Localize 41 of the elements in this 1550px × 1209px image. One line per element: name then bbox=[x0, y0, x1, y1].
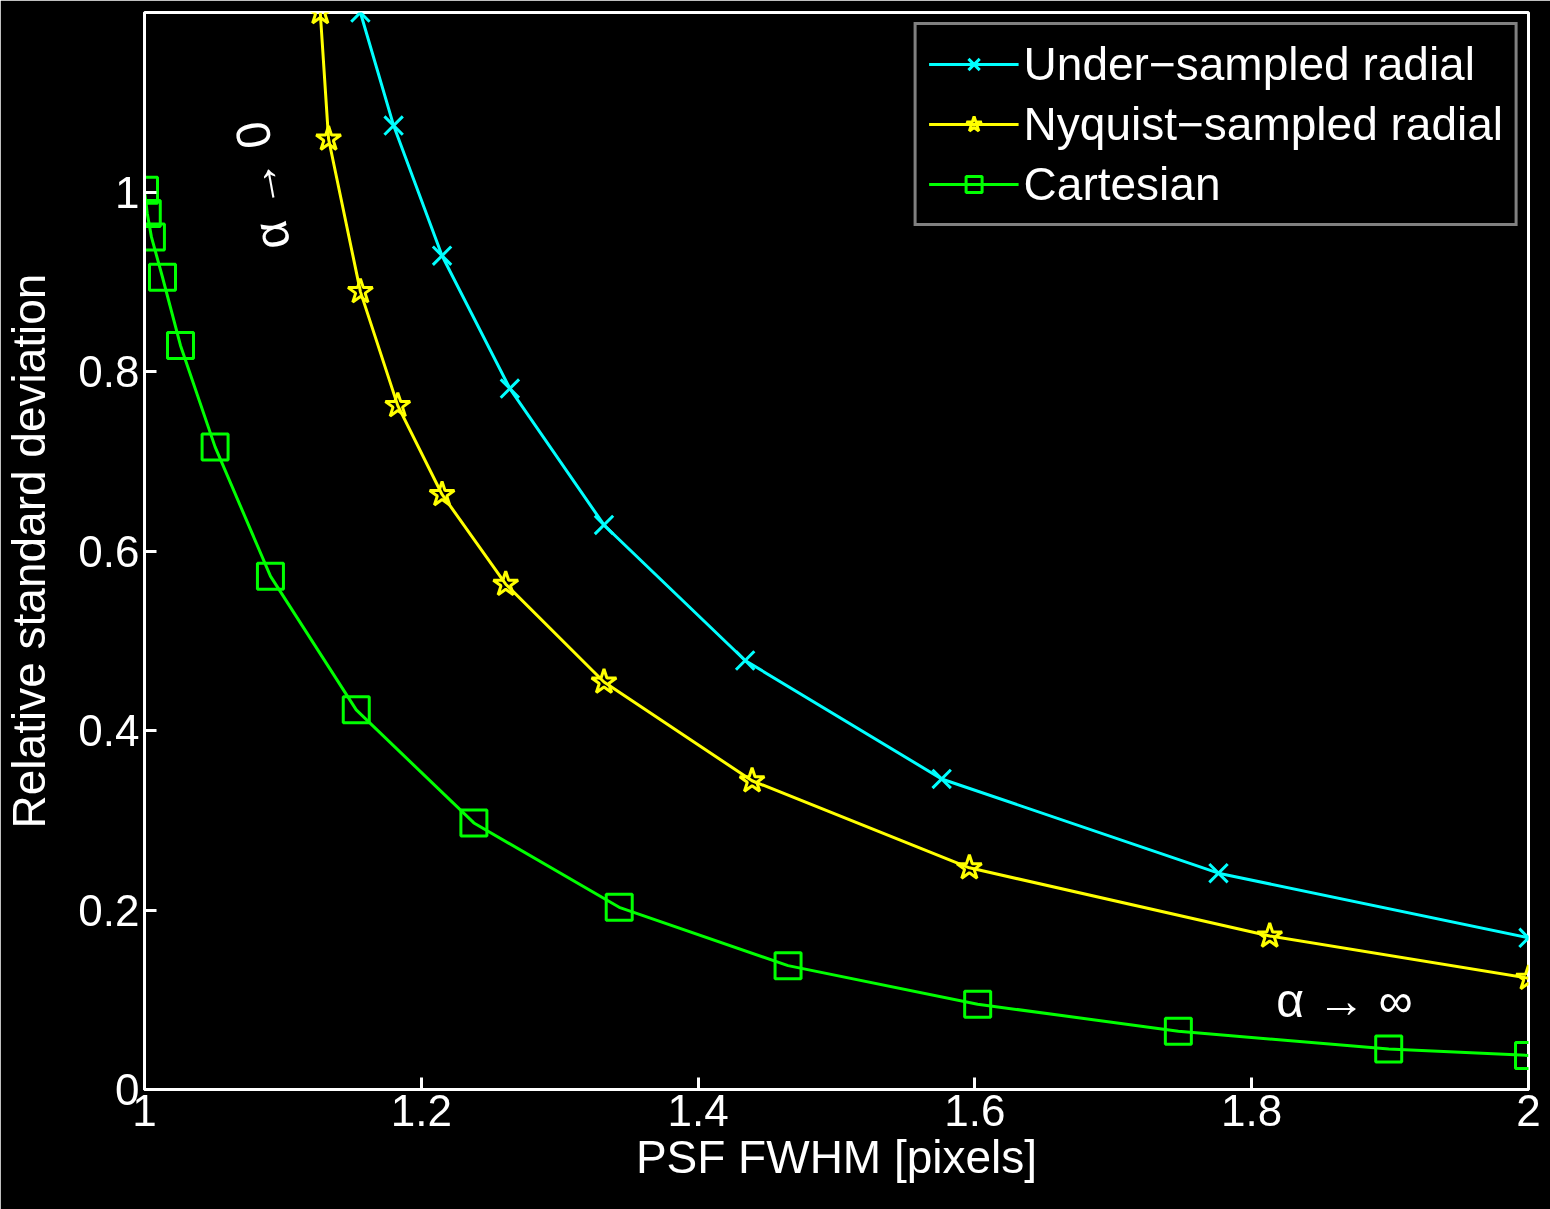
point bbox=[499, 377, 521, 400]
x-tick-label: 1.8 bbox=[1221, 1085, 1283, 1135]
point bbox=[593, 514, 615, 536]
point bbox=[383, 391, 412, 418]
y-tick-label: 0.8 bbox=[78, 347, 140, 396]
annotation: α → 0 bbox=[224, 117, 301, 254]
point bbox=[314, 124, 343, 152]
y-tick-label: 0.6 bbox=[78, 526, 140, 576]
point bbox=[341, 695, 371, 725]
annotation: α → ∞ bbox=[1276, 974, 1413, 1027]
point bbox=[459, 808, 489, 838]
point bbox=[431, 245, 453, 267]
point bbox=[165, 330, 195, 360]
legend-label: Cartesian bbox=[1023, 157, 1221, 211]
x-tick-label: 2 bbox=[1516, 1085, 1541, 1135]
point bbox=[1255, 921, 1284, 949]
point bbox=[1374, 1034, 1404, 1064]
x-tick-label: 1.2 bbox=[390, 1085, 452, 1135]
point bbox=[1163, 1016, 1193, 1046]
point bbox=[1207, 862, 1230, 884]
point bbox=[590, 667, 618, 695]
legend-label: Under−sampled radial bbox=[1023, 37, 1475, 91]
point bbox=[955, 853, 984, 880]
y-tick-label: 1 bbox=[115, 167, 140, 217]
point bbox=[963, 989, 993, 1019]
point bbox=[930, 768, 953, 790]
point bbox=[491, 569, 520, 597]
y-tick-label: 0.4 bbox=[78, 706, 140, 755]
point bbox=[773, 951, 803, 981]
point bbox=[147, 262, 177, 292]
y-tick-label: 0.2 bbox=[78, 885, 140, 935]
point bbox=[738, 766, 766, 793]
point bbox=[382, 114, 405, 137]
point bbox=[346, 277, 375, 304]
point bbox=[200, 432, 230, 462]
legend-label: Nyquist−sampled radial bbox=[1023, 97, 1503, 151]
point bbox=[428, 479, 456, 507]
point bbox=[734, 649, 756, 672]
y-axis-title: Relative standard deviation bbox=[3, 273, 56, 829]
point bbox=[255, 561, 285, 591]
point bbox=[604, 892, 634, 922]
